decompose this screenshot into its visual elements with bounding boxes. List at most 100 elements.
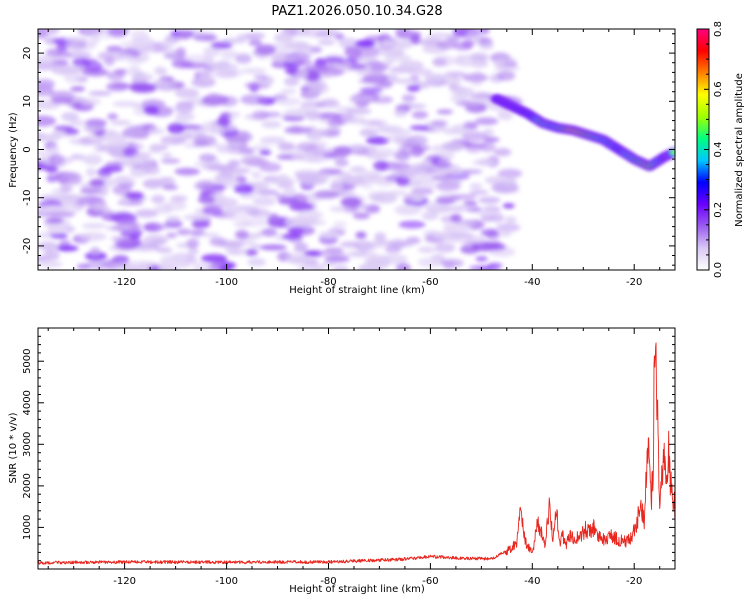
noise-blob (435, 181, 461, 192)
noise-blob (38, 115, 57, 127)
noise-blob (175, 47, 187, 57)
noise-blob (394, 150, 411, 161)
noise-blob (174, 253, 189, 264)
noise-blob (160, 135, 187, 145)
noise-blob (280, 88, 297, 95)
noise-blob (436, 40, 458, 50)
noise-blob (203, 46, 221, 57)
spectrogram-x-tick-label: -60 (422, 277, 438, 288)
noise-blob (186, 238, 200, 249)
noise-blob (475, 209, 497, 217)
noise-blob (210, 186, 224, 192)
noise-blob (305, 89, 320, 96)
noise-blob (114, 68, 127, 75)
noise-blob (65, 41, 87, 51)
noise-blob (483, 137, 500, 143)
noise-blob (132, 72, 154, 83)
noise-blob (320, 98, 339, 107)
spectrogram-y-tick-label: 0 (22, 146, 33, 152)
spectrogram-ylabel: Frequency (Hz) (8, 112, 19, 188)
noise-blob (502, 203, 515, 209)
noise-blob (446, 237, 461, 243)
noise-blob (255, 44, 276, 55)
noise-blob (382, 39, 408, 47)
noise-blob (456, 90, 470, 99)
colorbar-tick-label: 0.2 (713, 202, 724, 218)
snr-xlabel: Height of straight line (km) (289, 584, 425, 595)
snr-x-axis: -120 -100 -80 -60 -40 -20 (47, 328, 661, 587)
noise-blob (85, 167, 97, 177)
noise-blob (296, 68, 309, 79)
noise-blob (191, 220, 211, 229)
noise-blob (359, 86, 383, 94)
spectrogram-x-tick-label: -120 (113, 277, 136, 288)
noise-blob (440, 141, 467, 151)
noise-blob (162, 82, 179, 88)
noise-blob (79, 232, 107, 242)
noise-blob (410, 174, 437, 183)
noise-blob (72, 57, 91, 67)
noise-blob (147, 265, 161, 270)
noise-blob (77, 263, 90, 270)
spectrogram-y-tick-label: 10 (22, 95, 33, 108)
noise-blob (101, 213, 122, 222)
noise-blob (345, 107, 372, 115)
noise-blob (333, 221, 348, 227)
noise-blob (493, 148, 512, 157)
noise-blob (277, 142, 296, 151)
noise-blob (38, 85, 55, 97)
noise-blob (365, 258, 391, 269)
noise-blob (355, 39, 375, 48)
noise-blob (79, 97, 101, 106)
noise-blob (126, 260, 154, 268)
noise-blob (296, 265, 308, 270)
noise-blob (462, 143, 488, 149)
noise-blob (469, 189, 489, 195)
noise-blob (65, 36, 89, 42)
noise-blob (174, 88, 200, 99)
noise-blob (395, 175, 411, 186)
noise-blob (135, 43, 155, 53)
noise-blob (157, 248, 173, 254)
noise-blob (462, 73, 489, 83)
noise-blob (398, 220, 426, 229)
noise-blob (322, 152, 338, 158)
colorbar-tick-label: 0.0 (713, 262, 724, 278)
noise-blob (447, 232, 475, 238)
noise-blob (392, 78, 417, 84)
spectrogram-y-tick-label: -10 (22, 190, 33, 206)
noise-blob (410, 180, 439, 189)
noise-blob (54, 51, 72, 58)
noise-blob (297, 49, 313, 60)
noise-blob (251, 181, 270, 190)
noise-blob (360, 119, 388, 127)
noise-blob (180, 61, 208, 69)
noise-blob (39, 194, 61, 201)
noise-blob (130, 29, 150, 41)
noise-blob (291, 151, 315, 162)
noise-blob (472, 235, 486, 244)
noise-blob (174, 103, 194, 114)
noise-blob (302, 100, 317, 109)
noise-blob (224, 145, 253, 155)
noise-blob (218, 264, 232, 270)
noise-blob (49, 145, 60, 155)
noise-blob (216, 143, 230, 154)
noise-blob (115, 219, 138, 226)
noise-blob (357, 242, 384, 250)
noise-blob (496, 223, 521, 233)
noise-blob (282, 115, 305, 122)
noise-blob (207, 93, 220, 100)
noise-blob (350, 95, 375, 102)
noise-blob (267, 176, 295, 184)
noise-blob (217, 116, 230, 127)
noise-blob (497, 109, 510, 119)
noise-blob (227, 248, 249, 256)
noise-blob (69, 119, 86, 127)
noise-blob (112, 101, 140, 107)
noise-blob (259, 149, 272, 156)
noise-blob (250, 243, 263, 250)
noise-blob (107, 113, 118, 120)
noise-blob (192, 261, 211, 270)
noise-blob (484, 176, 505, 185)
